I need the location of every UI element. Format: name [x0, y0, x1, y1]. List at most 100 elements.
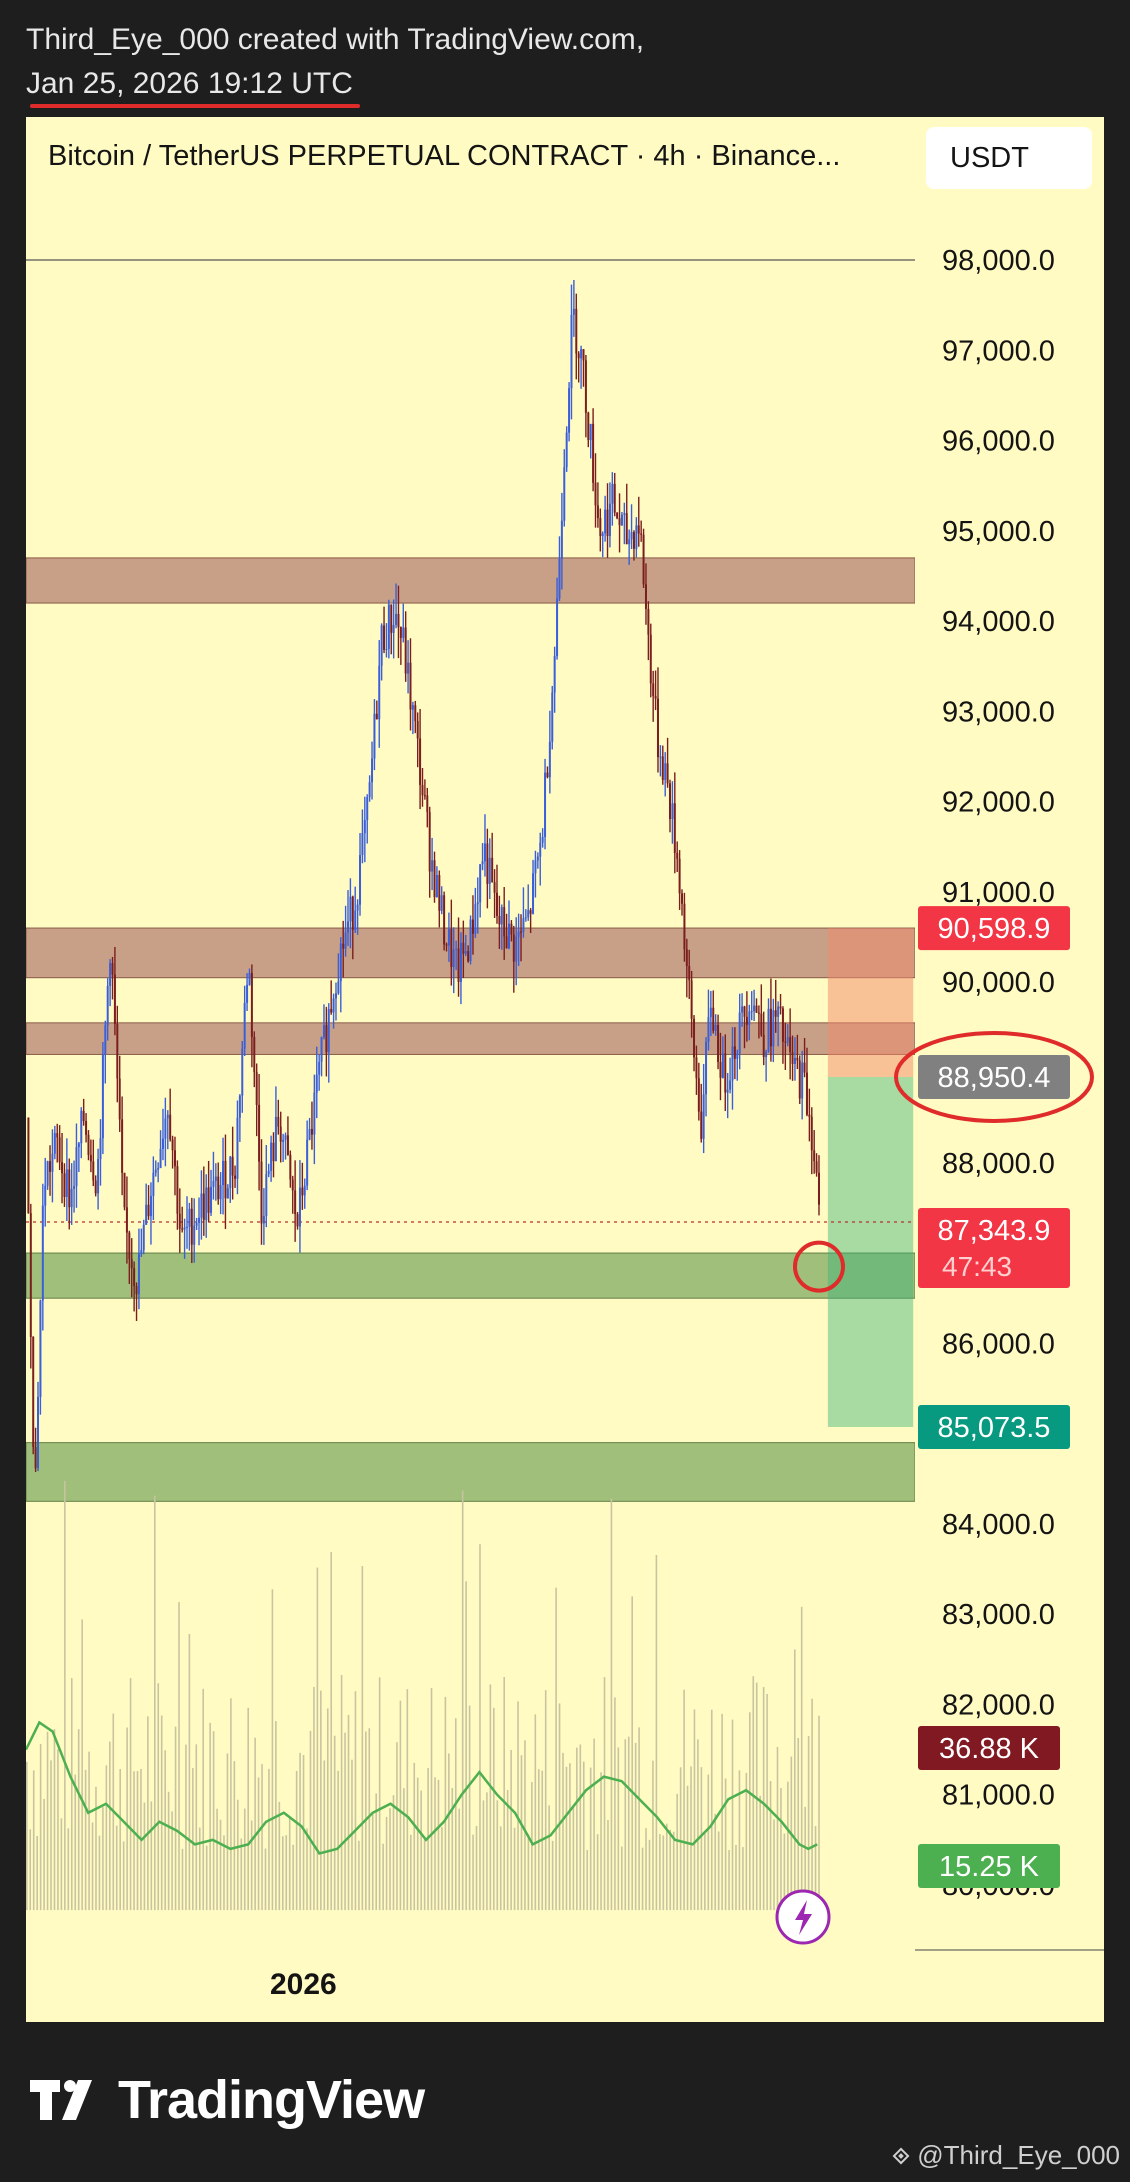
volume-bar — [122, 1841, 125, 1911]
candle-body — [462, 942, 465, 954]
candle-body — [599, 518, 602, 537]
volume-bar — [399, 1700, 402, 1911]
volume-bar — [326, 1708, 329, 1911]
candle-body — [808, 1114, 811, 1117]
candle-body — [628, 539, 631, 545]
candle-body — [712, 1007, 715, 1031]
candle-body — [226, 1188, 229, 1199]
candle-body — [786, 1037, 789, 1043]
candle-body — [644, 584, 647, 609]
candle-body — [486, 843, 489, 884]
candle-body — [368, 782, 371, 798]
candle-body — [195, 1222, 198, 1226]
candle-body — [73, 1186, 76, 1189]
volume-bar — [95, 1786, 97, 1911]
candle-body — [503, 907, 506, 937]
candle-body — [145, 1204, 148, 1225]
candle-body — [493, 882, 496, 893]
candle-body — [580, 349, 583, 359]
volume-bar — [420, 1790, 422, 1911]
watermark-text: @Third_Eye_000 — [917, 2140, 1120, 2170]
volume-bar — [43, 1798, 45, 1911]
candle-body — [80, 1110, 83, 1144]
volume-bar — [174, 1726, 177, 1911]
candle-body — [236, 1117, 239, 1179]
candle-body — [483, 843, 486, 862]
volume-bar — [710, 1709, 713, 1911]
volume-bar — [371, 1814, 374, 1911]
volume-bar — [406, 1689, 409, 1911]
volume-bar — [292, 1844, 294, 1911]
volume-bar — [551, 1840, 554, 1911]
candle-body — [395, 613, 398, 625]
volume-bar — [461, 1490, 464, 1911]
volume-bar — [513, 1827, 516, 1911]
y-tick-label: 81,000.0 — [942, 1780, 1055, 1812]
candle-body — [606, 509, 609, 537]
candle-body — [85, 1120, 88, 1135]
tradingview-brand[interactable]: TradingView — [30, 2070, 425, 2130]
candle-body — [632, 532, 635, 549]
volume-bar — [430, 1688, 433, 1911]
volume-bar — [600, 1772, 602, 1911]
candle-body — [308, 1128, 311, 1140]
brand-name: TradingView — [118, 2070, 425, 2130]
candle-body — [719, 1061, 722, 1078]
volume-bar — [589, 1767, 592, 1911]
candle-body — [351, 896, 354, 930]
candle-body — [474, 904, 477, 934]
candle-body — [363, 820, 366, 834]
candle-body — [731, 1046, 734, 1081]
lightning-icon — [775, 1889, 831, 1945]
candle-body — [642, 534, 645, 585]
volume-bar — [316, 1567, 319, 1911]
volume-bar — [669, 1829, 672, 1911]
candle-body — [301, 1187, 304, 1196]
author-watermark: @Third_Eye_000 — [889, 2140, 1120, 2171]
candle-body — [224, 1160, 227, 1199]
candle-body — [690, 980, 693, 1019]
candle-body — [188, 1208, 191, 1227]
y-tick-label: 86,000.0 — [942, 1328, 1055, 1360]
volume-bar — [437, 1779, 440, 1911]
volume-bar — [486, 1792, 488, 1911]
currency-button[interactable]: USDT — [926, 127, 1092, 189]
candle-body — [683, 903, 686, 950]
volume-bar — [787, 1781, 789, 1911]
chart-attribution: Third_Eye_000 created with TradingView.c… — [26, 18, 644, 106]
candle-body — [315, 1074, 318, 1093]
candle-body — [231, 1156, 234, 1176]
candle-body — [700, 1111, 703, 1139]
volume-bar — [102, 1807, 104, 1911]
candle-body — [558, 558, 561, 599]
candle-body — [544, 772, 547, 838]
volume-bar — [465, 1581, 467, 1911]
candle-body — [817, 1172, 820, 1205]
volume-bar — [109, 1741, 111, 1911]
candle-body — [546, 772, 549, 778]
snapshot-datetime: Jan 25, 2026 19:12 UTC — [26, 67, 353, 100]
price-tag: 87,343.9 47:43 — [918, 1208, 1070, 1289]
candle-body — [234, 1175, 237, 1179]
candle-body — [447, 929, 450, 946]
candle-body — [89, 1154, 92, 1162]
candle-body — [594, 482, 597, 506]
candle-body — [524, 917, 527, 919]
candle-body — [255, 1072, 258, 1105]
volume-bar — [766, 1693, 768, 1911]
volume-bar — [67, 1828, 70, 1911]
volume-bar — [29, 1829, 32, 1911]
candle-body — [517, 931, 520, 937]
volume-bar — [143, 1802, 146, 1911]
candle-body — [159, 1148, 162, 1169]
volume-bar — [458, 1808, 461, 1911]
volume-bar — [167, 1791, 170, 1911]
candle-body — [789, 1037, 792, 1052]
candle-body — [512, 934, 515, 962]
candle-body — [556, 598, 559, 657]
candle-body — [135, 1286, 138, 1295]
candle-body — [46, 1161, 49, 1186]
symbol-title[interactable]: Bitcoin / TetherUS PERPETUAL CONTRACT · … — [48, 140, 841, 172]
candle-body — [611, 483, 614, 504]
